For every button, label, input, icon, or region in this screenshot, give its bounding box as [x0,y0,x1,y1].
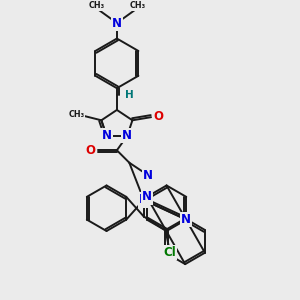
Text: N: N [122,129,132,142]
Text: CH₃: CH₃ [88,1,104,10]
Text: H: H [125,90,134,100]
Text: N: N [112,16,122,29]
Text: CH₃: CH₃ [68,110,85,118]
Text: N: N [139,194,149,206]
Text: O: O [153,110,163,123]
Text: CH₃: CH₃ [130,1,146,10]
Text: N: N [142,190,152,203]
Text: N: N [143,169,153,182]
Text: N: N [101,129,112,142]
Text: O: O [85,144,95,157]
Text: Cl: Cl [163,246,176,259]
Text: N: N [181,213,191,226]
